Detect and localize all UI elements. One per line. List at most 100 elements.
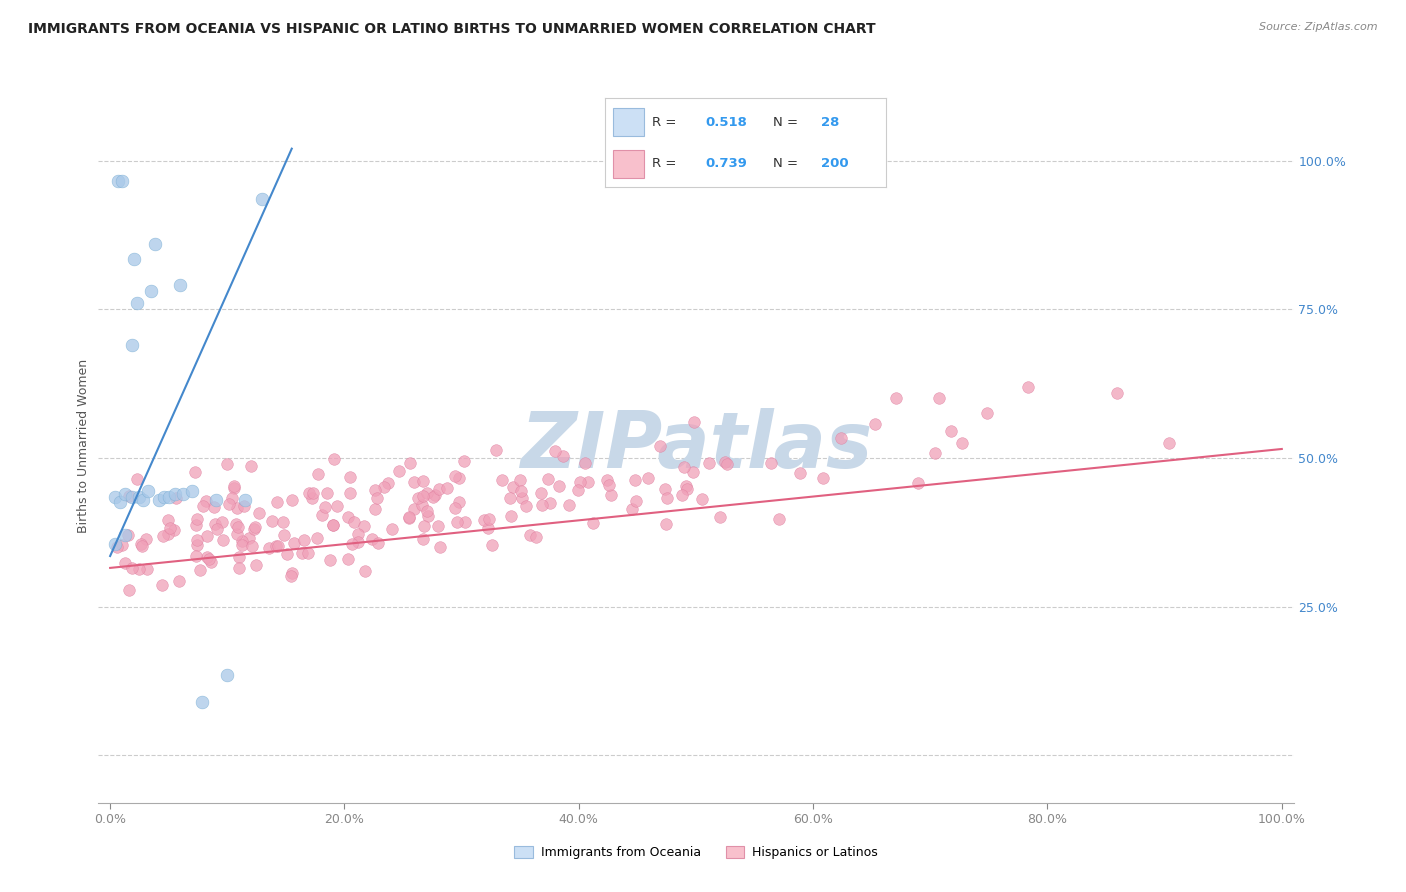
Point <box>190 695 212 709</box>
Text: 200: 200 <box>821 157 849 169</box>
Point <box>257 541 280 555</box>
Point <box>276 547 298 561</box>
Point <box>364 483 387 497</box>
Point <box>195 549 218 564</box>
Point <box>136 483 159 498</box>
Text: ZIPatlas: ZIPatlas <box>520 408 872 484</box>
Point <box>337 510 360 524</box>
Point <box>165 491 187 505</box>
Point <box>156 513 179 527</box>
Point <box>163 523 186 537</box>
Point <box>600 488 623 502</box>
Point <box>353 519 375 533</box>
Point <box>624 494 647 508</box>
Point <box>510 491 533 505</box>
Point <box>449 471 471 485</box>
Point <box>429 540 451 554</box>
Point <box>557 499 579 513</box>
Point <box>153 490 176 504</box>
Point <box>136 562 159 576</box>
Point <box>582 516 605 530</box>
Point <box>412 474 434 488</box>
Point <box>340 536 363 550</box>
Point <box>510 484 533 499</box>
Point <box>107 541 129 555</box>
Point <box>537 472 560 486</box>
Point <box>200 555 222 569</box>
Point <box>181 483 204 498</box>
Point <box>231 534 253 549</box>
Point <box>233 499 256 513</box>
Point <box>111 174 134 188</box>
Point <box>811 471 834 485</box>
Point <box>768 512 790 526</box>
Point <box>205 522 228 536</box>
Point <box>425 488 447 502</box>
Point <box>283 536 305 550</box>
Point <box>939 424 962 438</box>
Point <box>314 500 336 514</box>
Point <box>502 480 524 494</box>
Point <box>907 475 929 490</box>
Point <box>598 478 620 492</box>
Point <box>884 391 907 405</box>
Point <box>186 512 208 526</box>
Text: R =: R = <box>652 157 681 169</box>
Point <box>354 564 377 578</box>
Point <box>928 391 950 405</box>
Point <box>416 504 439 518</box>
Point <box>519 528 541 542</box>
Point <box>271 516 294 530</box>
Point <box>548 479 571 493</box>
Point <box>924 446 946 460</box>
Point <box>231 538 253 552</box>
Point <box>228 520 250 534</box>
Point <box>509 473 531 487</box>
Point <box>477 521 499 535</box>
Point <box>240 458 263 473</box>
Point <box>453 515 475 529</box>
Point <box>1105 386 1128 401</box>
Text: 28: 28 <box>821 116 839 128</box>
Point <box>228 549 250 564</box>
Point <box>322 517 344 532</box>
Point <box>184 518 207 533</box>
Point <box>478 512 501 526</box>
Point <box>163 486 186 500</box>
Point <box>436 482 458 496</box>
Text: N =: N = <box>773 116 803 128</box>
Point <box>273 528 295 542</box>
Point <box>676 482 699 496</box>
Point <box>620 501 643 516</box>
Point <box>186 538 208 552</box>
Point <box>671 488 693 502</box>
Point <box>1159 436 1181 450</box>
Point <box>148 492 170 507</box>
Point <box>449 495 471 509</box>
Point <box>302 486 325 500</box>
Point <box>388 464 411 478</box>
Point <box>364 501 387 516</box>
Point <box>682 416 704 430</box>
Point <box>544 444 567 458</box>
Point <box>121 560 143 574</box>
Point <box>247 506 270 520</box>
Point <box>152 529 174 543</box>
Point <box>339 486 361 500</box>
Point <box>281 493 304 508</box>
Point <box>1017 380 1039 394</box>
Point <box>347 535 370 549</box>
Point <box>184 465 207 479</box>
Point <box>411 499 433 513</box>
Point <box>316 486 339 500</box>
Point <box>217 458 239 472</box>
Point <box>716 457 738 471</box>
Point <box>280 569 302 583</box>
Text: 0.518: 0.518 <box>706 116 748 128</box>
Point <box>292 533 315 548</box>
Point <box>422 490 444 504</box>
Point <box>114 486 136 500</box>
Point <box>204 492 226 507</box>
Point <box>491 473 513 487</box>
Point <box>326 499 349 513</box>
